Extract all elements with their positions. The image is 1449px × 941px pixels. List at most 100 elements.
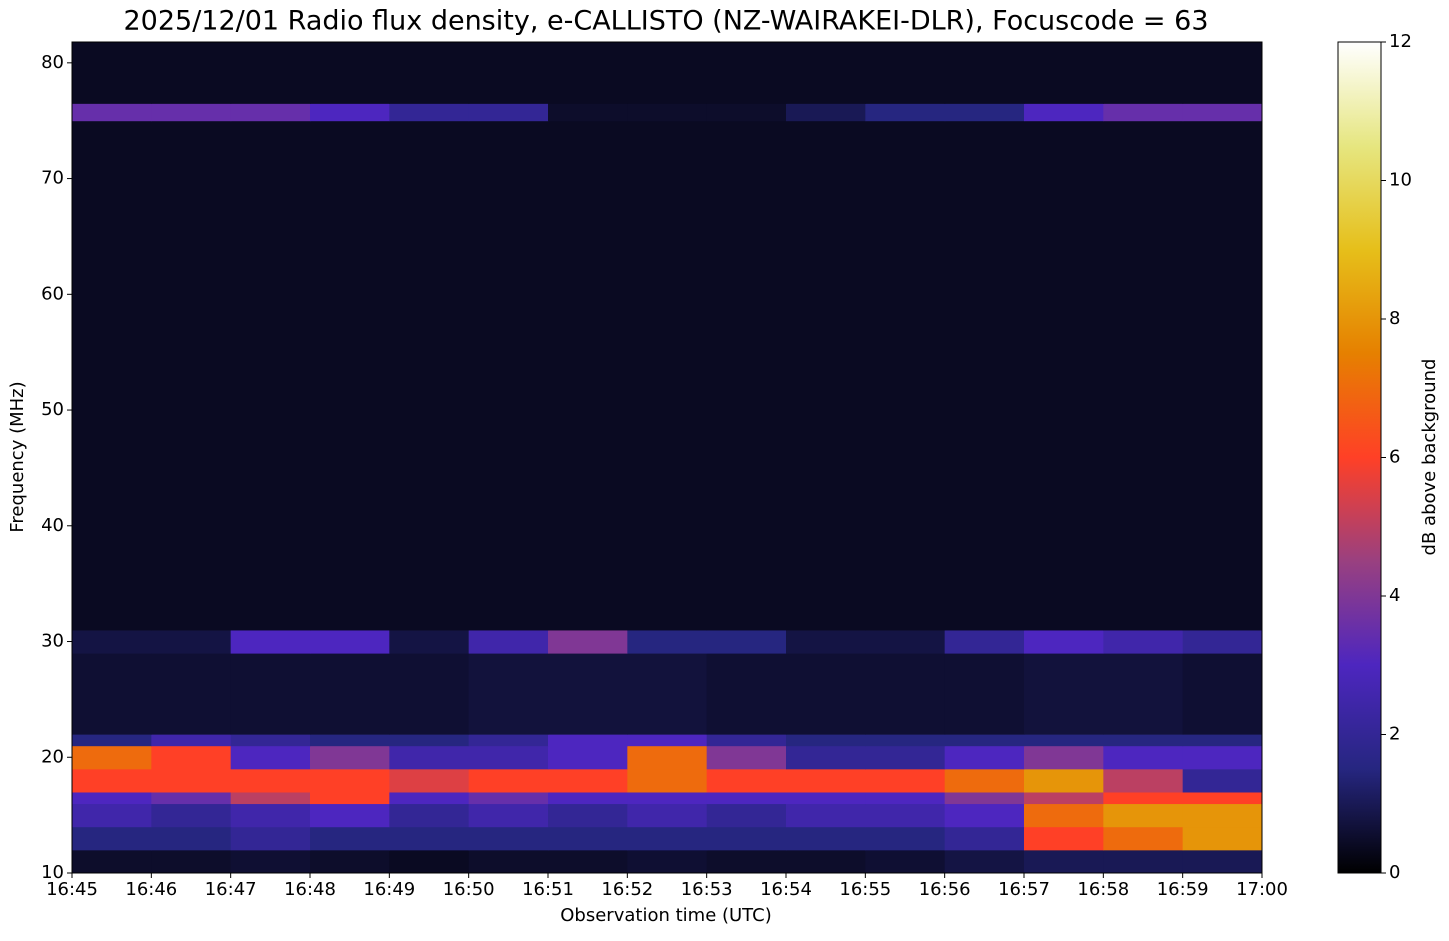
heatmap-cell	[1103, 826, 1184, 851]
heatmap-cell	[706, 745, 787, 770]
heatmap-cell	[1182, 120, 1263, 631]
heatmap-cell	[151, 768, 232, 793]
heatmap-cell	[786, 849, 866, 874]
heatmap-cell	[230, 791, 311, 805]
heatmap-cell	[151, 653, 232, 735]
heatmap-cell	[468, 103, 549, 122]
y-tick-label: 80	[41, 52, 64, 73]
heatmap-cell	[230, 768, 311, 793]
heatmap-cell	[310, 849, 390, 874]
heatmap-cell	[627, 849, 708, 874]
heatmap-cell	[389, 826, 470, 851]
colorbar-tick-label: 4	[1389, 585, 1400, 606]
heatmap-cell	[72, 768, 152, 793]
y-tick-label: 60	[41, 283, 64, 304]
heatmap-cell	[944, 826, 1025, 851]
heatmap-cell	[1024, 849, 1104, 874]
heatmap-cell	[627, 768, 708, 793]
heatmap-cell	[389, 734, 470, 747]
heatmap-cell	[944, 120, 1025, 631]
heatmap-cell	[72, 653, 152, 735]
heatmap-cell	[389, 42, 470, 104]
heatmap-cell	[230, 42, 311, 104]
heatmap-cell	[151, 826, 232, 851]
heatmap-cell	[548, 768, 628, 793]
x-tick-label: 16:51	[522, 879, 574, 900]
heatmap-cell	[468, 745, 549, 770]
heatmap-cell	[706, 629, 787, 654]
heatmap-cell	[1182, 734, 1263, 747]
heatmap-cell	[944, 629, 1025, 654]
heatmap-cell	[468, 791, 549, 805]
heatmap-cell	[786, 42, 866, 104]
heatmap-cell	[627, 629, 708, 654]
heatmap-cell	[72, 120, 152, 631]
heatmap-cell	[1182, 826, 1263, 851]
heatmap-cell	[548, 849, 628, 874]
heatmap-cell	[706, 826, 787, 851]
heatmap-cell	[151, 629, 232, 654]
heatmap-cell	[310, 629, 390, 654]
heatmap-cell	[548, 826, 628, 851]
y-tick-label: 20	[41, 746, 64, 767]
heatmap-cell	[1182, 103, 1263, 122]
x-axis-label: Observation time (UTC)	[560, 905, 771, 926]
heatmap-cell	[389, 629, 470, 654]
heatmap-cell	[944, 734, 1025, 747]
heatmap-cell	[627, 803, 708, 828]
colorbar-tick-label: 0	[1389, 862, 1400, 883]
heatmap-cell	[1182, 768, 1263, 793]
heatmap-cell	[706, 768, 787, 793]
heatmap-cell	[548, 803, 628, 828]
heatmap-cell	[548, 103, 628, 122]
heatmap-cell	[627, 745, 708, 770]
heatmap-cell	[468, 42, 549, 104]
heatmap-cell	[944, 791, 1025, 805]
heatmap-cell	[151, 791, 232, 805]
heatmap-cell	[1024, 103, 1104, 122]
heatmap-cell	[706, 791, 787, 805]
heatmap-cell	[706, 803, 787, 828]
y-tick-label: 70	[41, 168, 64, 189]
heatmap-cell	[1182, 629, 1263, 654]
heatmap-cell	[468, 653, 549, 735]
heatmap-cell	[310, 42, 390, 104]
heatmap-cell	[865, 791, 946, 805]
heatmap-cell	[310, 734, 390, 747]
heatmap-cell	[1024, 629, 1104, 654]
heatmap-cell	[468, 803, 549, 828]
heatmap-cell	[230, 103, 311, 122]
heatmap-cell	[944, 803, 1025, 828]
y-tick-label: 50	[41, 399, 64, 420]
heatmap-cell	[389, 791, 470, 805]
heatmap-cell	[389, 768, 470, 793]
chart-title: 2025/12/01 Radio flux density, e-CALLIST…	[123, 6, 1208, 37]
heatmap-cell	[865, 42, 946, 104]
heatmap-cell	[865, 734, 946, 747]
heatmap-cell	[230, 653, 311, 735]
heatmap-cell	[72, 791, 152, 805]
x-tick-label: 16:58	[1077, 879, 1129, 900]
y-tick-label: 10	[41, 862, 64, 883]
heatmap-cell	[786, 803, 866, 828]
colorbar-tick-label: 10	[1389, 170, 1412, 191]
heatmap-cell	[1103, 629, 1184, 654]
heatmap-cell	[389, 120, 470, 631]
x-tick-label: 16:49	[363, 879, 415, 900]
heatmap-cell	[230, 849, 311, 874]
heatmap-cell	[944, 653, 1025, 735]
heatmap-cell	[786, 120, 866, 631]
heatmap-cell	[865, 653, 946, 735]
heatmap-cell	[230, 629, 311, 654]
heatmap-cell	[944, 768, 1025, 793]
plot-frame	[71, 41, 1263, 874]
heatmap-cell	[151, 120, 232, 631]
heatmap-cell	[310, 103, 390, 122]
heatmap-cell	[1024, 734, 1104, 747]
x-tick-label: 16:57	[998, 879, 1050, 900]
heatmap-cell	[468, 768, 549, 793]
heatmap-cell	[310, 120, 390, 631]
heatmap-cell	[1024, 826, 1104, 851]
x-tick-label: 16:56	[919, 879, 971, 900]
heatmap-cell	[944, 42, 1025, 104]
